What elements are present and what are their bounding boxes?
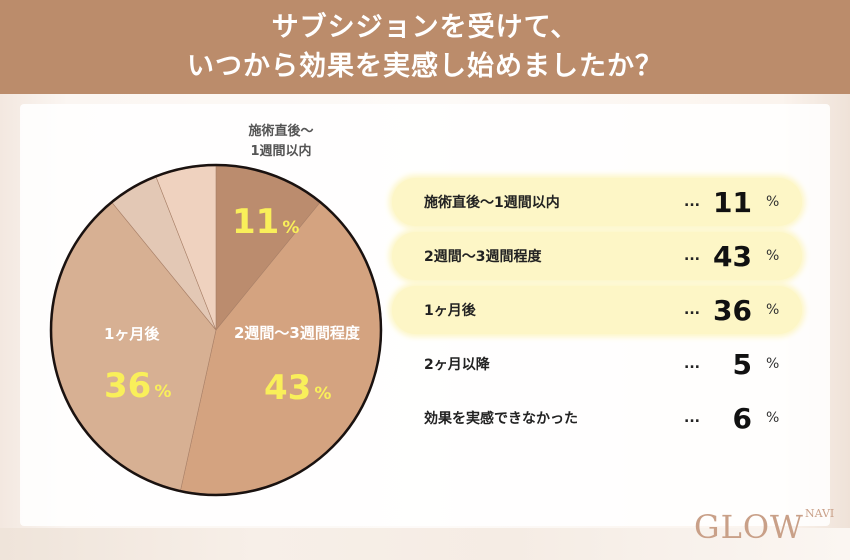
pie-slices [51, 165, 381, 495]
legend-row: 1ヶ月後 ... 36 % [392, 286, 802, 334]
pie-value-percent: % [154, 382, 172, 402]
legend-dots: ... [684, 410, 700, 426]
pie-value-number: 43 [264, 368, 312, 408]
legend-dots: ... [684, 194, 700, 210]
legend-dots: ... [684, 248, 700, 264]
legend-label: 2ヶ月以降 [424, 357, 490, 373]
glow-navi-logo: GLOWNAVI [694, 507, 835, 547]
background-photo-strip [0, 528, 850, 560]
pie-outline [49, 163, 383, 497]
legend-percent: % [766, 194, 780, 210]
legend-value: 43 [713, 239, 752, 273]
pie-label-line: 施術直後〜 [248, 124, 314, 139]
title-line-2: いつから効果を実感し始めましたか？ [187, 51, 663, 82]
title-line-1: サブシジョンを受けて、 [271, 12, 579, 43]
legend-percent: % [766, 410, 780, 426]
pie-value-number: 36 [104, 366, 152, 406]
legend-value: 11 [713, 185, 752, 219]
legend-row: 2週間〜3週間程度 ... 43 % [392, 232, 802, 280]
legend-label: 効果を実感できなかった [424, 411, 578, 427]
legend-percent: % [766, 356, 780, 372]
legend-dots: ... [684, 356, 700, 372]
logo-sub: NAVI [804, 507, 835, 520]
legend-value: 6 [732, 401, 752, 435]
logo-main: GLOW [694, 508, 804, 546]
pie-value-number: 11 [232, 202, 280, 242]
pie-value-slice-3: 36% [104, 366, 171, 406]
pie-value-percent: % [282, 218, 300, 238]
title-banner: サブシジョンを受けて、 いつから効果を実感し始めましたか？ [0, 0, 850, 94]
legend-label: 1ヶ月後 [424, 303, 476, 319]
pie-label-line: 1週間以内 [250, 144, 312, 159]
legend-row: 2ヶ月以降 ... 5 % [392, 340, 802, 388]
legend-percent: % [766, 248, 780, 264]
pie-value-slice-2: 43% [264, 368, 331, 408]
legend-value: 36 [713, 293, 752, 327]
pie-value-slice-1: 11% [232, 202, 299, 242]
legend-row: 施術直後〜1週間以内 ... 11 % [392, 178, 802, 226]
legend-dots: ... [684, 302, 700, 318]
legend-label: 施術直後〜1週間以内 [424, 195, 560, 211]
legend-percent: % [766, 302, 780, 318]
pie-label-slice-2: 2週間〜3週間程度 [234, 324, 360, 342]
legend: 施術直後〜1週間以内 ... 11 % 2週間〜3週間程度 ... 43 % 1… [392, 178, 802, 448]
legend-label: 2週間〜3週間程度 [424, 249, 542, 265]
pie-label-slice-1: 施術直後〜 1週間以内 [226, 122, 336, 162]
legend-row: 効果を実感できなかった ... 6 % [392, 394, 802, 442]
pie-label-slice-3: 1ヶ月後 [104, 325, 160, 343]
legend-value: 5 [732, 347, 752, 381]
pie-value-percent: % [314, 384, 332, 404]
